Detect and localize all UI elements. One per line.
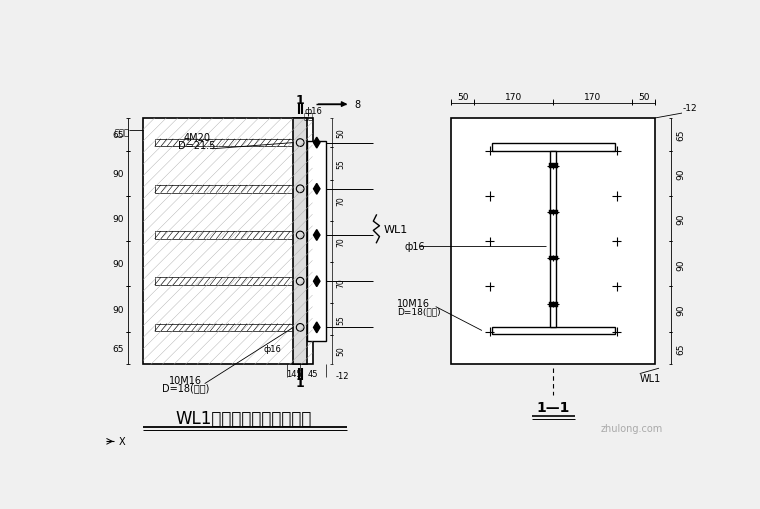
Text: 垫件: 垫件 [304, 112, 314, 121]
Polygon shape [314, 230, 320, 241]
Text: 90: 90 [112, 169, 124, 179]
Bar [154, 186, 292, 193]
Text: 90: 90 [112, 305, 124, 314]
Text: ф16: ф16 [264, 345, 282, 354]
Text: 70: 70 [337, 237, 345, 246]
Bar [492, 327, 615, 335]
Bar [549, 302, 553, 307]
Text: 170: 170 [584, 93, 601, 102]
Text: WL1: WL1 [384, 224, 408, 234]
Bar [143, 119, 312, 364]
Text: 170: 170 [505, 93, 522, 102]
Text: 70: 70 [337, 278, 345, 288]
Bar [549, 256, 553, 261]
Text: -12: -12 [682, 104, 697, 113]
Bar [553, 302, 558, 307]
Polygon shape [314, 322, 320, 333]
Text: 90: 90 [112, 215, 124, 223]
Polygon shape [314, 276, 320, 287]
Bar [553, 164, 558, 168]
Text: 65: 65 [112, 344, 124, 353]
Text: 50: 50 [337, 128, 345, 138]
Text: ф16: ф16 [405, 242, 426, 251]
Bar [451, 119, 655, 364]
Text: 90: 90 [676, 304, 686, 315]
Text: 55: 55 [337, 159, 345, 169]
Bar [553, 210, 558, 215]
Text: 50: 50 [337, 345, 345, 355]
Bar [553, 256, 558, 261]
Text: 1—1: 1—1 [537, 400, 570, 414]
Text: 4M20: 4M20 [183, 133, 211, 143]
Text: 原结构: 原结构 [114, 128, 129, 137]
Bar [154, 139, 292, 147]
Bar [550, 151, 556, 327]
Text: 65: 65 [676, 343, 686, 354]
Text: 65: 65 [676, 129, 686, 141]
Bar [492, 144, 615, 151]
Text: -12: -12 [336, 371, 349, 380]
Text: 90: 90 [676, 213, 686, 225]
Text: 10M16: 10M16 [397, 298, 430, 308]
Text: 1: 1 [296, 377, 305, 389]
Bar [549, 210, 553, 215]
Bar [307, 142, 326, 342]
Text: ф16: ф16 [304, 106, 322, 116]
Bar [549, 164, 553, 168]
Polygon shape [314, 184, 320, 195]
Text: D=18(孔径): D=18(孔径) [397, 306, 441, 316]
Text: 10M16: 10M16 [169, 375, 202, 385]
Text: 55: 55 [337, 315, 345, 324]
Text: X: X [119, 437, 125, 446]
Text: 65: 65 [112, 130, 124, 139]
Text: zhulong.com: zhulong.com [601, 423, 663, 433]
Text: 90: 90 [676, 168, 686, 180]
Text: 70: 70 [337, 196, 345, 206]
Text: 90: 90 [676, 259, 686, 270]
Text: 145: 145 [287, 370, 302, 378]
Text: 1: 1 [296, 94, 305, 107]
Polygon shape [314, 138, 320, 149]
Bar [293, 119, 307, 364]
Text: WL1: WL1 [640, 374, 661, 383]
Text: 90: 90 [112, 260, 124, 269]
Text: D=18(孔径): D=18(孔径) [162, 383, 209, 392]
Bar [154, 324, 292, 331]
Text: 50: 50 [457, 93, 468, 102]
Text: 50: 50 [638, 93, 649, 102]
Text: D=21.5: D=21.5 [179, 140, 216, 151]
Bar [154, 278, 292, 286]
Text: 8: 8 [355, 100, 361, 110]
Text: 45: 45 [307, 370, 318, 378]
Bar [154, 232, 292, 239]
Text: WL1与原结构连接图（铰）: WL1与原结构连接图（铰） [175, 409, 312, 428]
